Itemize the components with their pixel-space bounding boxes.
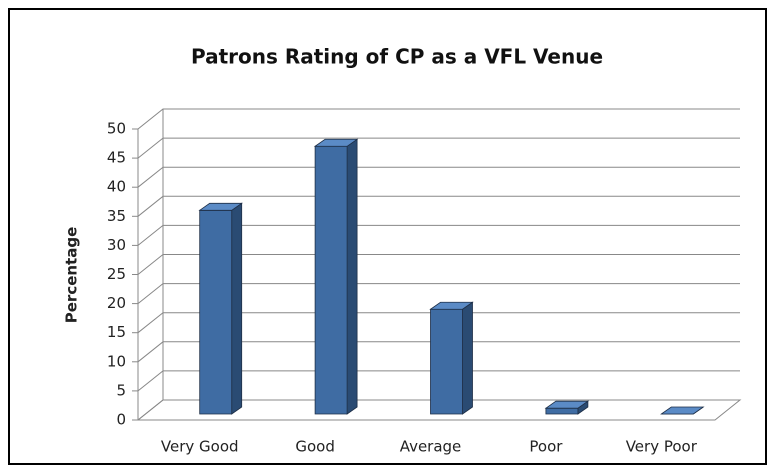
y-tick-label: 25 xyxy=(107,265,126,283)
y-tick-label: 35 xyxy=(107,207,126,225)
x-tick-label: Very Good xyxy=(161,438,239,456)
bar-front xyxy=(199,209,233,415)
y-tick-label: 20 xyxy=(107,294,126,312)
y-axis-label: Percentage xyxy=(63,227,81,324)
bar-side xyxy=(231,202,243,415)
y-tick-label: 40 xyxy=(107,178,126,196)
y-tick-label: 45 xyxy=(107,149,126,167)
bar-side xyxy=(346,138,358,415)
bar-front xyxy=(545,407,579,415)
y-tick-label: 15 xyxy=(107,323,126,341)
chart-frame xyxy=(8,8,767,465)
x-tick-label: Good xyxy=(295,438,335,456)
y-tick-label: 5 xyxy=(116,381,126,399)
bar-front xyxy=(314,145,348,415)
y-tick-label: 50 xyxy=(107,120,126,138)
y-tick-label: 10 xyxy=(107,352,126,370)
bar xyxy=(313,138,359,415)
chart-title: Patrons Rating of CP as a VFL Venue xyxy=(191,45,603,69)
y-tick-label: 30 xyxy=(107,236,126,254)
bar xyxy=(660,406,705,415)
bar-top xyxy=(429,301,474,310)
bar-top xyxy=(313,138,359,147)
x-tick-label: Average xyxy=(400,438,462,456)
bar xyxy=(544,400,590,415)
bar-top xyxy=(544,400,590,409)
x-tick-label: Very Poor xyxy=(626,438,698,456)
bar xyxy=(429,301,474,415)
bar-front xyxy=(430,308,463,415)
x-tick-label: Poor xyxy=(529,438,563,456)
y-tick-label: 0 xyxy=(116,411,126,429)
bar-top xyxy=(198,202,243,211)
bar-top xyxy=(660,406,705,415)
bar-side xyxy=(462,301,473,415)
bar xyxy=(198,202,243,415)
